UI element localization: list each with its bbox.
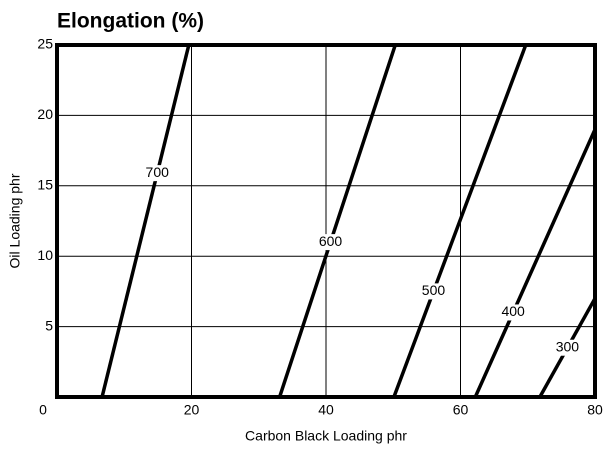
contour-line bbox=[473, 128, 595, 397]
x-tick-label: 60 bbox=[453, 402, 469, 418]
x-tick-label: 20 bbox=[184, 402, 200, 418]
contour-label: 600 bbox=[319, 233, 343, 249]
x-tick-label: 0 bbox=[39, 402, 47, 418]
contour-line bbox=[100, 45, 191, 397]
contour-label: 300 bbox=[556, 338, 580, 354]
contour-label-bg bbox=[316, 234, 345, 251]
y-tick-label: 25 bbox=[37, 36, 53, 52]
plot-frame bbox=[55, 43, 597, 399]
contour-label-bg bbox=[499, 304, 528, 321]
y-axis-label: Oil Loading phr bbox=[7, 173, 23, 268]
contour-label-bg bbox=[553, 339, 582, 356]
x-tick-label: 80 bbox=[587, 402, 603, 418]
contour-label: 700 bbox=[146, 164, 170, 180]
chart-title: Elongation (%) bbox=[57, 10, 204, 33]
contour-label: 500 bbox=[422, 282, 446, 298]
y-tick-label: 5 bbox=[45, 317, 53, 333]
y-tick-label: 15 bbox=[37, 177, 53, 193]
x-tick-label: 40 bbox=[318, 402, 334, 418]
contour-label: 400 bbox=[501, 303, 525, 319]
contour-line bbox=[392, 45, 528, 397]
contour-label-bg bbox=[143, 165, 172, 182]
contour-label-bg bbox=[419, 283, 448, 300]
x-axis-label: Carbon Black Loading phr bbox=[245, 428, 407, 444]
y-tick-label: 10 bbox=[37, 247, 53, 263]
contour-line bbox=[277, 45, 397, 397]
y-tick-label: 20 bbox=[37, 106, 53, 122]
